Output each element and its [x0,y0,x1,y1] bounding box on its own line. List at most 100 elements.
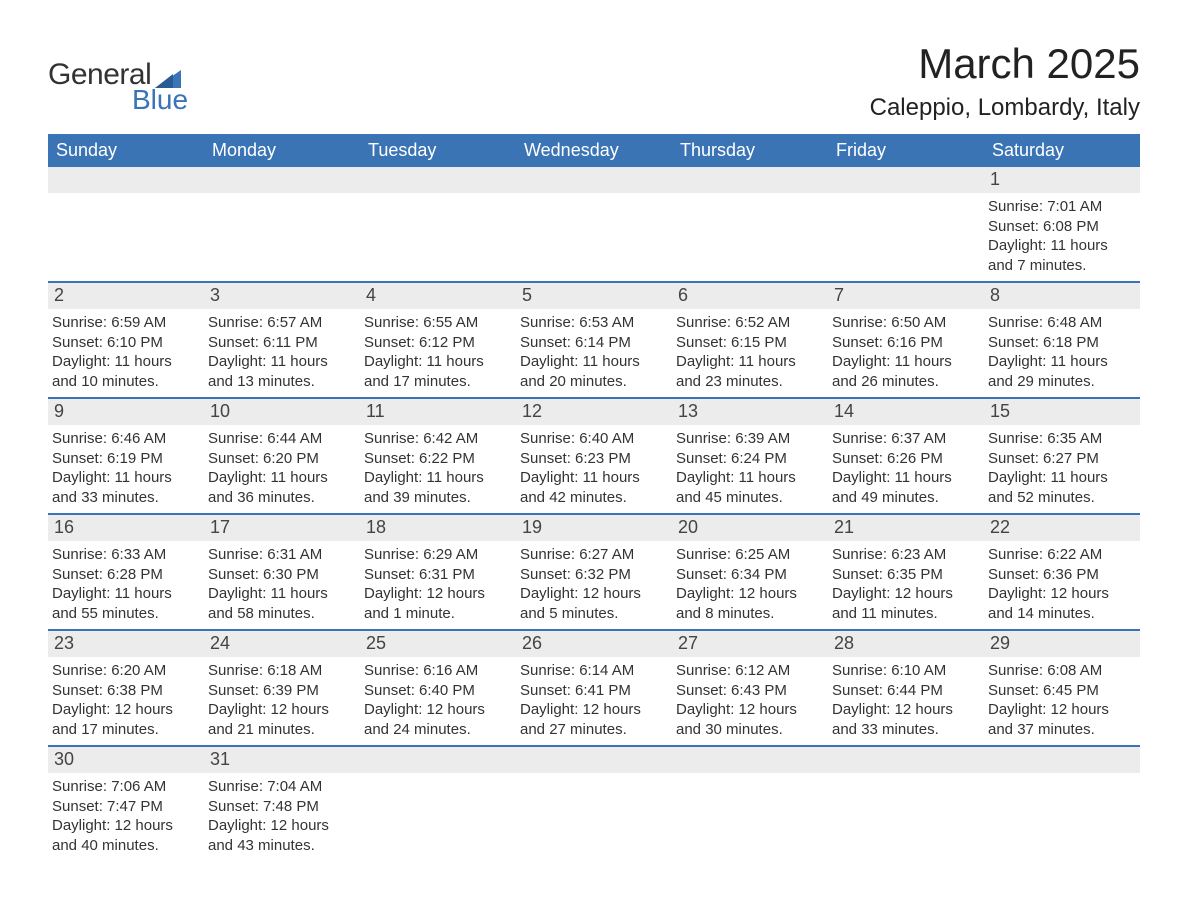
day-body: Sunrise: 6:39 AMSunset: 6:24 PMDaylight:… [672,425,828,513]
day-body: Sunrise: 6:08 AMSunset: 6:45 PMDaylight:… [984,657,1140,745]
day-body: Sunrise: 6:42 AMSunset: 6:22 PMDaylight:… [360,425,516,513]
daylight-text: Daylight: 11 hours and 52 minutes. [988,468,1136,507]
day-number: 31 [204,747,360,773]
day-body: Sunrise: 6:25 AMSunset: 6:34 PMDaylight:… [672,541,828,629]
day-cell [828,747,984,861]
sunrise-text: Sunrise: 6:31 AM [208,545,356,565]
sunset-text: Sunset: 6:44 PM [832,681,980,701]
daylight-text: Daylight: 12 hours and 1 minute. [364,584,512,623]
day-body: Sunrise: 6:46 AMSunset: 6:19 PMDaylight:… [48,425,204,513]
day-cell: 16Sunrise: 6:33 AMSunset: 6:28 PMDayligh… [48,515,204,629]
sunrise-text: Sunrise: 6:55 AM [364,313,512,333]
day-number [672,167,828,193]
day-number: 4 [360,283,516,309]
day-body: Sunrise: 6:29 AMSunset: 6:31 PMDaylight:… [360,541,516,629]
day-number: 13 [672,399,828,425]
day-body: Sunrise: 6:27 AMSunset: 6:32 PMDaylight:… [516,541,672,629]
sunset-text: Sunset: 6:10 PM [52,333,200,353]
sunrise-text: Sunrise: 6:25 AM [676,545,824,565]
sunrise-text: Sunrise: 6:37 AM [832,429,980,449]
day-number: 14 [828,399,984,425]
day-body [204,193,360,203]
daylight-text: Daylight: 12 hours and 40 minutes. [52,816,200,855]
weeks-container: 1Sunrise: 7:01 AMSunset: 6:08 PMDaylight… [48,167,1140,861]
day-cell: 18Sunrise: 6:29 AMSunset: 6:31 PMDayligh… [360,515,516,629]
daylight-text: Daylight: 12 hours and 21 minutes. [208,700,356,739]
sunset-text: Sunset: 7:48 PM [208,797,356,817]
day-body [672,773,828,783]
location-subtitle: Caleppio, Lombardy, Italy [870,94,1140,122]
day-number: 15 [984,399,1140,425]
day-cell: 26Sunrise: 6:14 AMSunset: 6:41 PMDayligh… [516,631,672,745]
day-number: 20 [672,515,828,541]
sunset-text: Sunset: 6:43 PM [676,681,824,701]
day-cell: 8Sunrise: 6:48 AMSunset: 6:18 PMDaylight… [984,283,1140,397]
daylight-text: Daylight: 11 hours and 17 minutes. [364,352,512,391]
sunset-text: Sunset: 6:26 PM [832,449,980,469]
sunrise-text: Sunrise: 6:18 AM [208,661,356,681]
day-cell: 7Sunrise: 6:50 AMSunset: 6:16 PMDaylight… [828,283,984,397]
sunrise-text: Sunrise: 6:50 AM [832,313,980,333]
sunset-text: Sunset: 6:19 PM [52,449,200,469]
day-cell: 4Sunrise: 6:55 AMSunset: 6:12 PMDaylight… [360,283,516,397]
day-body: Sunrise: 6:35 AMSunset: 6:27 PMDaylight:… [984,425,1140,513]
sunrise-text: Sunrise: 6:23 AM [832,545,980,565]
sunrise-text: Sunrise: 7:06 AM [52,777,200,797]
sunrise-text: Sunrise: 6:27 AM [520,545,668,565]
sunset-text: Sunset: 6:34 PM [676,565,824,585]
day-cell [360,167,516,281]
day-header: Sunday [48,134,204,167]
day-number: 8 [984,283,1140,309]
daylight-text: Daylight: 12 hours and 8 minutes. [676,584,824,623]
day-cell: 29Sunrise: 6:08 AMSunset: 6:45 PMDayligh… [984,631,1140,745]
day-body: Sunrise: 6:59 AMSunset: 6:10 PMDaylight:… [48,309,204,397]
day-body: Sunrise: 6:10 AMSunset: 6:44 PMDaylight:… [828,657,984,745]
sunrise-text: Sunrise: 6:57 AM [208,313,356,333]
day-cell [48,167,204,281]
sunset-text: Sunset: 6:45 PM [988,681,1136,701]
daylight-text: Daylight: 11 hours and 33 minutes. [52,468,200,507]
sunrise-text: Sunrise: 6:08 AM [988,661,1136,681]
daylight-text: Daylight: 11 hours and 45 minutes. [676,468,824,507]
day-number: 18 [360,515,516,541]
day-header: Monday [204,134,360,167]
daylight-text: Daylight: 11 hours and 39 minutes. [364,468,512,507]
day-body: Sunrise: 6:33 AMSunset: 6:28 PMDaylight:… [48,541,204,629]
day-cell: 22Sunrise: 6:22 AMSunset: 6:36 PMDayligh… [984,515,1140,629]
sunrise-text: Sunrise: 6:40 AM [520,429,668,449]
day-number: 9 [48,399,204,425]
daylight-text: Daylight: 12 hours and 30 minutes. [676,700,824,739]
day-body [984,773,1140,783]
day-number: 23 [48,631,204,657]
sunrise-text: Sunrise: 6:42 AM [364,429,512,449]
day-cell: 11Sunrise: 6:42 AMSunset: 6:22 PMDayligh… [360,399,516,513]
day-number: 1 [984,167,1140,193]
logo-top-row: General [48,60,190,90]
day-body: Sunrise: 6:48 AMSunset: 6:18 PMDaylight:… [984,309,1140,397]
week-row: 2Sunrise: 6:59 AMSunset: 6:10 PMDaylight… [48,283,1140,399]
daylight-text: Daylight: 11 hours and 23 minutes. [676,352,824,391]
day-body: Sunrise: 7:06 AMSunset: 7:47 PMDaylight:… [48,773,204,861]
day-number: 22 [984,515,1140,541]
day-cell: 23Sunrise: 6:20 AMSunset: 6:38 PMDayligh… [48,631,204,745]
day-cell: 13Sunrise: 6:39 AMSunset: 6:24 PMDayligh… [672,399,828,513]
day-header-row: SundayMondayTuesdayWednesdayThursdayFrid… [48,134,1140,167]
day-number [828,167,984,193]
daylight-text: Daylight: 12 hours and 11 minutes. [832,584,980,623]
day-header: Wednesday [516,134,672,167]
day-number: 17 [204,515,360,541]
sunset-text: Sunset: 6:30 PM [208,565,356,585]
logo-triangle-icon [155,66,181,88]
day-body [828,193,984,203]
day-cell: 31Sunrise: 7:04 AMSunset: 7:48 PMDayligh… [204,747,360,861]
calendar: SundayMondayTuesdayWednesdayThursdayFrid… [48,134,1140,861]
day-cell: 6Sunrise: 6:52 AMSunset: 6:15 PMDaylight… [672,283,828,397]
week-row: 1Sunrise: 7:01 AMSunset: 6:08 PMDaylight… [48,167,1140,283]
day-body: Sunrise: 7:01 AMSunset: 6:08 PMDaylight:… [984,193,1140,281]
sunrise-text: Sunrise: 6:22 AM [988,545,1136,565]
day-cell: 25Sunrise: 6:16 AMSunset: 6:40 PMDayligh… [360,631,516,745]
day-number [48,167,204,193]
day-cell [516,167,672,281]
sunset-text: Sunset: 6:28 PM [52,565,200,585]
daylight-text: Daylight: 12 hours and 24 minutes. [364,700,512,739]
